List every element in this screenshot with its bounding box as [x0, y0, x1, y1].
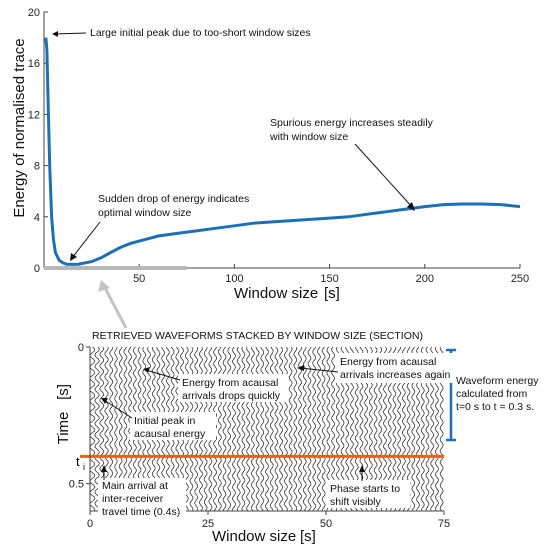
bottom-chart: RETRIEVED WAVEFORMS STACKED BY WINDOW SI…	[55, 330, 539, 545]
arrowhead-initial	[101, 398, 108, 404]
annot-box-drop	[178, 374, 288, 402]
bottom-y-axis-unit: [s]	[55, 384, 72, 400]
top-x-axis-label: Window size	[234, 285, 318, 302]
bottom-y-tick-label: 0.5	[69, 479, 84, 491]
annot-main-1: Main arrival at	[102, 480, 168, 492]
top-y-tick-label: 8	[34, 161, 40, 173]
arrival-time-tick-label: t	[76, 454, 80, 469]
top-y-tick-label: 20	[28, 7, 40, 19]
top-arrowhead-spurious	[407, 202, 415, 211]
top-annot-spurious-1: Spurious energy increases steadily	[270, 117, 434, 129]
waveform-trace	[312, 346, 317, 512]
bottom-x-tick-label: 50	[320, 518, 332, 530]
waveform-trace	[94, 346, 100, 512]
top-x-tick-label: 50	[133, 273, 145, 285]
arrival-time-tick: t i	[76, 454, 85, 472]
top-annot-peak: Large initial peak due to too-short wind…	[90, 27, 311, 39]
waveform-trace	[316, 346, 321, 512]
top-arrow-peak	[53, 32, 87, 35]
top-annot-drop-1: Sudden drop of energy indicates	[98, 193, 249, 205]
waveform-trace	[307, 346, 312, 512]
annot-drop-1: Energy from acausal	[182, 377, 278, 389]
top-arrow-drop	[71, 221, 101, 259]
waveform-trace	[89, 346, 96, 512]
arrowhead-drop	[143, 367, 150, 373]
waveform-trace	[302, 346, 307, 512]
annot-main-2: inter-receiver	[102, 493, 164, 505]
annot-phase-1: Phase starts to	[330, 483, 400, 495]
side-note-line-3: t=0 s to t = 0.3 s.	[456, 401, 534, 413]
top-annot-spurious-2: with window size	[269, 131, 348, 143]
bottom-x-tick-label: 0	[87, 518, 93, 530]
bottom-y-tick-label: 0	[78, 342, 84, 354]
bottom-x-axis-unit: [s]	[300, 528, 316, 545]
bottom-ticks: 0 25 50 75 0 0.5	[69, 342, 450, 530]
annot-initial-2: acausal energy	[134, 428, 206, 440]
bottom-x-tick-label: 25	[202, 518, 214, 530]
top-series-line	[44, 37, 521, 266]
annot-phase-2: shift visibly	[330, 496, 382, 508]
bottom-x-axis-label: Window size	[212, 528, 296, 545]
top-x-tick-label: 150	[320, 273, 338, 285]
top-arrow-spurious	[354, 143, 414, 209]
bottom-title: RETRIEVED WAVEFORMS STACKED BY WINDOW SI…	[92, 330, 423, 342]
arrowhead-main	[101, 465, 107, 472]
top-x-tick-label: 250	[511, 273, 529, 285]
arrow-drop	[145, 369, 181, 381]
zoom-connector-arrow	[102, 285, 128, 329]
annot-box-phase	[326, 480, 410, 508]
top-x-axis-unit: [s]	[324, 285, 340, 302]
annot-box-increase	[336, 353, 454, 383]
top-arrowhead-peak	[52, 31, 58, 37]
top-arrowhead-drop	[70, 253, 77, 261]
annot-increase-2: arrivals increases again	[340, 369, 450, 381]
side-note-line-1: Waveform energy	[456, 375, 539, 387]
arrival-time-tick-subscript: i	[83, 462, 85, 472]
top-y-tick-label: 4	[34, 212, 40, 224]
arrow-initial	[103, 399, 133, 419]
top-chart: 50 100 150 200 250 0 4 8 12 16 20 Energy of normal…	[11, 7, 529, 329]
annot-box-main	[98, 478, 186, 520]
top-annot-drop-2: optimal window size	[98, 207, 192, 219]
waveform-trace	[293, 346, 298, 512]
annot-initial-1: Initial peak in	[134, 415, 195, 427]
annot-main-3: travel time (0.4s)	[102, 506, 180, 518]
arrowhead-phase	[359, 465, 365, 472]
top-y-axis-label: Energy of normalised trace	[11, 38, 28, 217]
top-y-tick-label: 12	[28, 109, 40, 121]
top-y-tick-label: 0	[34, 263, 40, 275]
annot-box-initial	[130, 412, 216, 440]
arrowhead-increase	[297, 365, 304, 371]
waveform-trace	[288, 346, 293, 512]
arrow-increase	[299, 367, 339, 373]
top-x-tick-label: 200	[416, 273, 434, 285]
top-ticks: 50 100 150 200 250 0 4 8 12 16 20	[28, 7, 529, 285]
bottom-x-tick-label: 75	[438, 518, 450, 530]
waveform-trace	[321, 346, 326, 512]
zoom-connector-arrowhead	[98, 280, 110, 292]
waveform-trace	[298, 347, 302, 512]
bottom-y-axis-label: Time	[55, 412, 72, 445]
side-note-line-2: calculated from	[456, 388, 527, 400]
top-y-tick-label: 16	[28, 58, 40, 70]
annot-increase-1: Energy from acausal	[340, 356, 436, 368]
top-x-tick-label: 100	[225, 273, 243, 285]
annot-drop-2: arrivals drops quickly	[182, 390, 281, 402]
